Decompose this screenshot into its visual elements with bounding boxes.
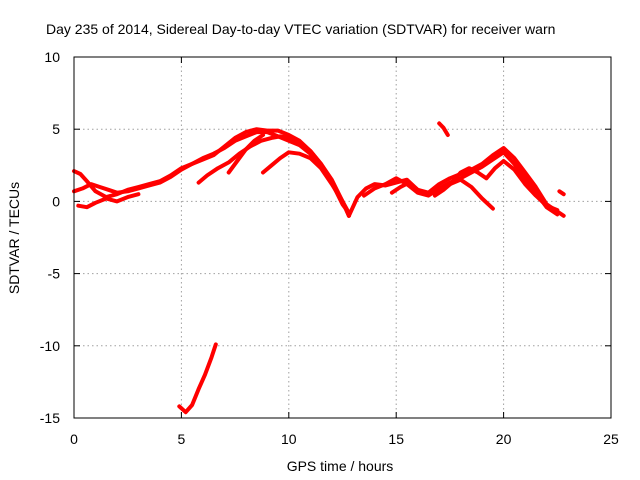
series-trace-2	[72, 130, 351, 215]
series-trace-12	[437, 121, 450, 137]
y-tick-label: 5	[52, 121, 60, 137]
y-tick-label: -15	[40, 410, 60, 426]
x-tick-label: 20	[496, 431, 512, 447]
series-trace-4	[196, 134, 351, 218]
x-tick-label: 10	[281, 431, 297, 447]
y-axis-label: SDTVAR / TECUs	[6, 182, 22, 294]
series-trace-6	[261, 150, 351, 215]
series-trace-10	[432, 159, 560, 213]
plot-frame	[73, 56, 612, 419]
x-tick-label: 5	[178, 431, 186, 447]
chart-title: Day 235 of 2014, Sidereal Day-to-day VTE…	[46, 21, 555, 37]
y-tick-label: -10	[40, 338, 60, 354]
x-tick-label: 15	[388, 431, 404, 447]
x-axis-label: GPS time / hours	[287, 458, 394, 474]
x-tick-label: 0	[70, 431, 78, 447]
series-trace-11	[557, 189, 566, 197]
grid	[74, 57, 611, 418]
y-tick-label: 0	[52, 193, 60, 209]
data-series	[72, 121, 566, 415]
y-tick-label: 10	[44, 49, 60, 65]
axis-ticks: 0 5 10 15 20 25 10 5 0 -5 -10 -15	[40, 49, 619, 447]
series-trace-5	[226, 133, 265, 175]
x-tick-label: 25	[603, 431, 619, 447]
series-trace-13	[177, 342, 218, 415]
series-trace-3	[76, 192, 141, 210]
y-tick-label: -5	[48, 266, 61, 282]
